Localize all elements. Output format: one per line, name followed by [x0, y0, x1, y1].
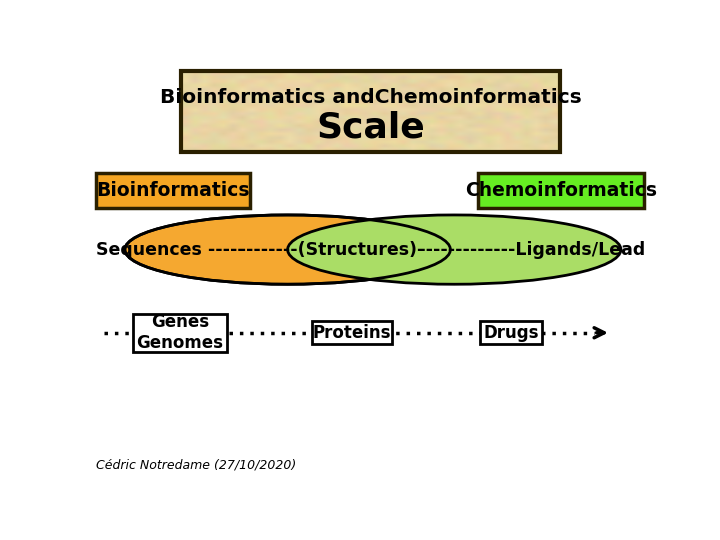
- Text: Chemoinformatics: Chemoinformatics: [465, 181, 657, 200]
- FancyBboxPatch shape: [477, 173, 644, 208]
- FancyBboxPatch shape: [132, 314, 228, 352]
- Ellipse shape: [287, 215, 621, 284]
- Text: Genes
Genomes: Genes Genomes: [136, 313, 223, 352]
- Text: Bioinformatics: Bioinformatics: [96, 181, 250, 200]
- FancyBboxPatch shape: [480, 321, 542, 345]
- Text: Sequences ----–-------(Structures)–--------–---Ligands/Lead: Sequences ----–-------(Structures)–-----…: [96, 241, 645, 259]
- FancyBboxPatch shape: [96, 173, 250, 208]
- Ellipse shape: [125, 215, 451, 284]
- Text: Cédric Notredame (27/10/2020): Cédric Notredame (27/10/2020): [96, 458, 297, 472]
- Text: Scale: Scale: [316, 111, 425, 145]
- FancyBboxPatch shape: [312, 321, 392, 345]
- Text: Proteins: Proteins: [312, 324, 391, 342]
- Text: Bioinformatics andChemoinformatics: Bioinformatics andChemoinformatics: [160, 89, 582, 107]
- Text: Drugs: Drugs: [483, 324, 539, 342]
